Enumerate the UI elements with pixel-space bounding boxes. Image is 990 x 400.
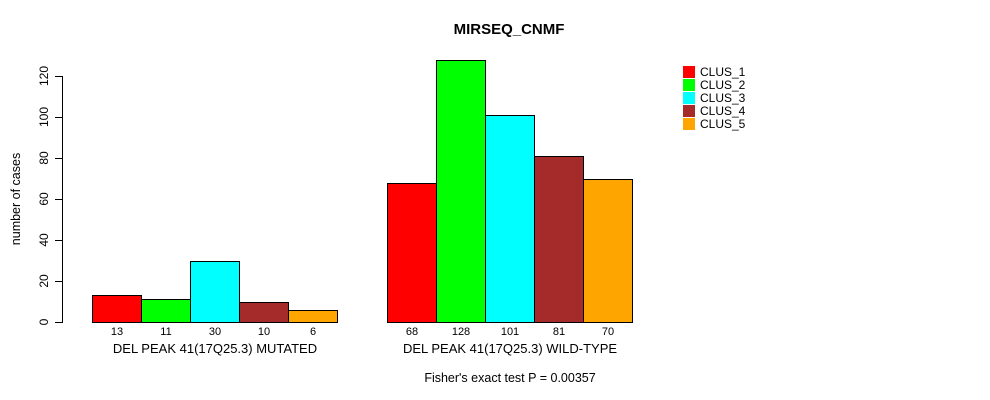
y-axis-tick-label: 0 (37, 318, 51, 326)
legend-swatch-clus_1 (683, 66, 695, 78)
legend-label-clus_5: CLUS_5 (700, 117, 746, 131)
legend-swatch-clus_4 (683, 105, 695, 117)
bar-clus_3-wild-type (485, 115, 535, 323)
y-axis-tick-label: 80 (37, 151, 51, 165)
legend-label-clus_1: CLUS_1 (700, 65, 746, 79)
bar-value-label: 101 (500, 326, 520, 338)
category-label: DEL PEAK 41(17Q25.3) MUTATED (112, 341, 318, 356)
y-axis-tick (55, 117, 62, 118)
bar-value-label: 81 (552, 326, 566, 338)
legend-label-clus_2: CLUS_2 (700, 78, 746, 92)
bar-clus_4-wild-type (534, 156, 584, 323)
bar-clus_5-wild-type (583, 179, 633, 323)
bar-value-label: 128 (451, 326, 471, 338)
y-axis-tick (55, 76, 62, 77)
y-axis-tick (55, 199, 62, 200)
bar-value-label: 30 (208, 326, 222, 338)
fisher-test-note: Fisher's exact test P = 0.00357 (424, 371, 596, 385)
y-axis-tick-label: 40 (37, 233, 51, 247)
bar-value-label: 10 (257, 326, 271, 338)
bar-value-label: 68 (405, 326, 419, 338)
y-axis-tick (55, 240, 62, 241)
bar-value-label: 11 (160, 326, 172, 338)
y-axis-tick-label: 20 (37, 274, 51, 288)
bar-clus_2-wild-type (436, 60, 486, 323)
y-axis-tick-label: 120 (37, 65, 51, 87)
y-axis-tick (55, 322, 62, 323)
category-label: DEL PEAK 41(17Q25.3) WILD-TYPE (402, 341, 618, 356)
bar-clus_2-mutated (141, 299, 191, 323)
legend-swatch-clus_3 (683, 92, 695, 104)
y-axis-label: number of cases (9, 152, 23, 246)
bar-clus_1-wild-type (387, 183, 437, 323)
y-axis-tick-label: 100 (37, 106, 51, 128)
chart-title: MIRSEQ_CNMF (453, 21, 565, 38)
y-axis-tick-label: 60 (37, 192, 51, 206)
legend-label-clus_4: CLUS_4 (700, 104, 746, 118)
legend-label-clus_3: CLUS_3 (700, 91, 746, 105)
bar-value-label: 70 (601, 326, 615, 338)
bar-value-label: 13 (110, 326, 124, 338)
bar-clus_3-mutated (190, 261, 240, 323)
legend-swatch-clus_5 (683, 118, 695, 130)
y-axis-line (62, 76, 63, 323)
legend-swatch-clus_2 (683, 79, 695, 91)
y-axis-tick (55, 281, 62, 282)
bar-clus_1-mutated (92, 295, 142, 323)
bar-clus_5-mutated (288, 310, 338, 323)
y-axis-tick (55, 158, 62, 159)
bar-value-label: 6 (309, 326, 317, 338)
bar-clus_4-mutated (239, 302, 289, 323)
